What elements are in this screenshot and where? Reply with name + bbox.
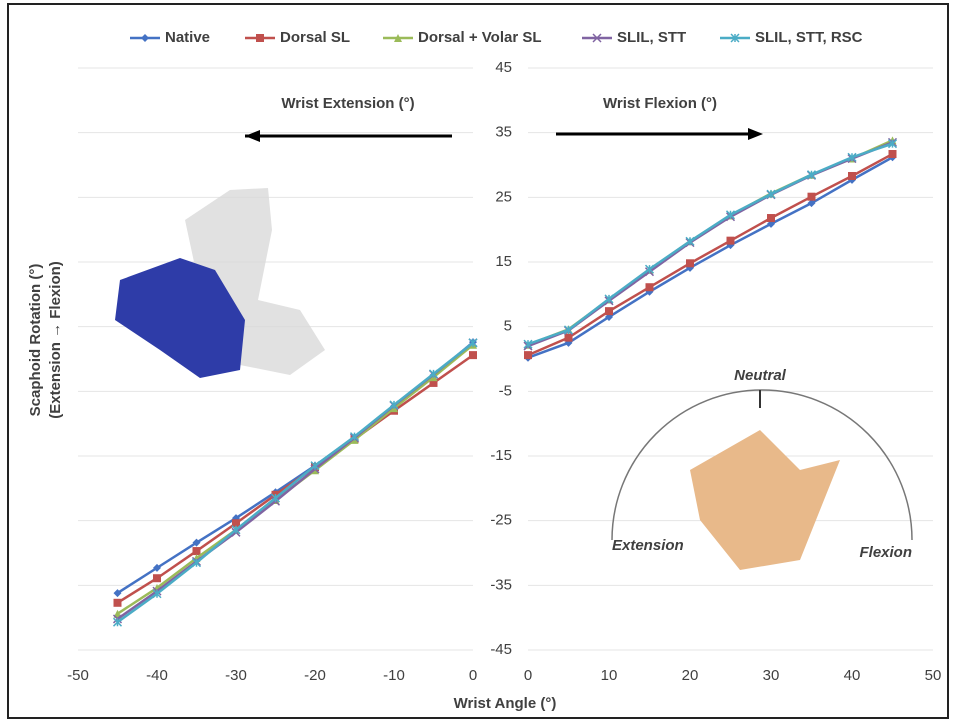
legend-label: SLIL, STT, RSC xyxy=(755,29,863,46)
marker xyxy=(686,259,694,268)
x-axis-title: Wrist Angle (°) xyxy=(454,695,557,712)
annotation: Wrist Flexion (°) xyxy=(603,95,717,112)
marker xyxy=(523,339,533,349)
marker xyxy=(806,170,817,180)
x-tick-label: -30 xyxy=(225,667,247,684)
marker xyxy=(270,493,281,503)
y-tick-label: -45 xyxy=(490,641,512,658)
arrow-head xyxy=(245,130,260,142)
marker xyxy=(232,519,240,528)
series-line xyxy=(116,341,474,624)
illustration-label: Extension xyxy=(612,537,684,554)
marker xyxy=(685,236,695,246)
marker xyxy=(191,558,202,568)
x-tick-label: -10 xyxy=(383,667,405,684)
illustration-label: Flexion xyxy=(859,544,912,561)
marker xyxy=(192,538,201,547)
legend-label: Native xyxy=(165,29,210,46)
legend-label: Dorsal + Volar SL xyxy=(418,29,542,46)
y-tick-label: -35 xyxy=(490,576,512,593)
x-tick-label: 40 xyxy=(844,667,861,684)
marker xyxy=(231,525,241,535)
arrow-head xyxy=(748,128,763,140)
scaphoid-illustration xyxy=(115,258,245,378)
marker xyxy=(113,589,122,598)
y-tick-label: 15 xyxy=(495,253,512,270)
x-tick-label: 20 xyxy=(682,667,699,684)
marker xyxy=(349,432,360,442)
annotation: Wrist Extension (°) xyxy=(281,95,414,112)
x-tick-label: 50 xyxy=(925,667,942,684)
marker xyxy=(113,609,122,618)
marker xyxy=(429,378,438,387)
marker xyxy=(644,264,655,274)
series-line xyxy=(527,142,893,346)
y-tick-label: 45 xyxy=(495,59,512,76)
legend-label: SLIL, STT xyxy=(617,29,686,46)
marker xyxy=(888,150,897,159)
legend-marker xyxy=(730,33,740,43)
marker xyxy=(113,598,122,607)
marker xyxy=(807,192,816,201)
legend-label: Dorsal SL xyxy=(280,29,350,46)
y-tick-label: 5 xyxy=(504,318,512,335)
marker xyxy=(152,589,162,599)
marker xyxy=(112,617,123,627)
y-tick-label: -5 xyxy=(499,382,512,399)
marker xyxy=(604,294,614,304)
series-line xyxy=(527,152,894,357)
frame xyxy=(7,3,949,719)
marker xyxy=(310,461,320,471)
hand-illustration xyxy=(690,430,840,570)
marker xyxy=(389,400,399,410)
marker xyxy=(766,189,776,199)
legend-marker xyxy=(141,34,149,42)
marker xyxy=(192,547,201,556)
arc xyxy=(611,389,913,541)
marker xyxy=(428,369,439,379)
marker xyxy=(725,210,736,220)
x-tick-label: -40 xyxy=(146,667,168,684)
marker xyxy=(726,236,735,245)
y-tick-label: 25 xyxy=(495,188,512,205)
x-tick-label: -20 xyxy=(304,667,326,684)
marker xyxy=(564,333,573,342)
marker xyxy=(469,351,477,360)
x-tick-label: 10 xyxy=(601,667,618,684)
marker xyxy=(807,199,816,208)
x-tick-label: 0 xyxy=(524,667,532,684)
illustration-label: Neutral xyxy=(734,367,787,384)
marker xyxy=(605,307,613,316)
x-tick-label: 30 xyxy=(763,667,780,684)
x-tick-label: 0 xyxy=(469,667,477,684)
y-tick-label: 35 xyxy=(495,124,512,141)
marker xyxy=(563,325,574,335)
legend-marker xyxy=(394,34,402,42)
marker xyxy=(847,152,857,162)
marker xyxy=(767,214,775,223)
bone-illustration xyxy=(185,188,325,375)
y-tick-label: -25 xyxy=(490,512,512,529)
y-axis-title: (Extension → Flexion) xyxy=(47,261,64,419)
y-axis-title: Scaphoid Rotation (°) xyxy=(27,264,44,417)
marker xyxy=(153,563,161,572)
series-line xyxy=(527,156,894,359)
marker xyxy=(468,338,478,348)
marker xyxy=(524,351,532,360)
marker xyxy=(645,283,654,292)
legend-marker xyxy=(256,34,264,42)
x-tick-label: -50 xyxy=(67,667,89,684)
marker xyxy=(848,171,856,180)
marker xyxy=(153,574,161,583)
marker xyxy=(887,139,898,149)
legend-marker xyxy=(592,33,602,43)
y-tick-label: -15 xyxy=(490,447,512,464)
